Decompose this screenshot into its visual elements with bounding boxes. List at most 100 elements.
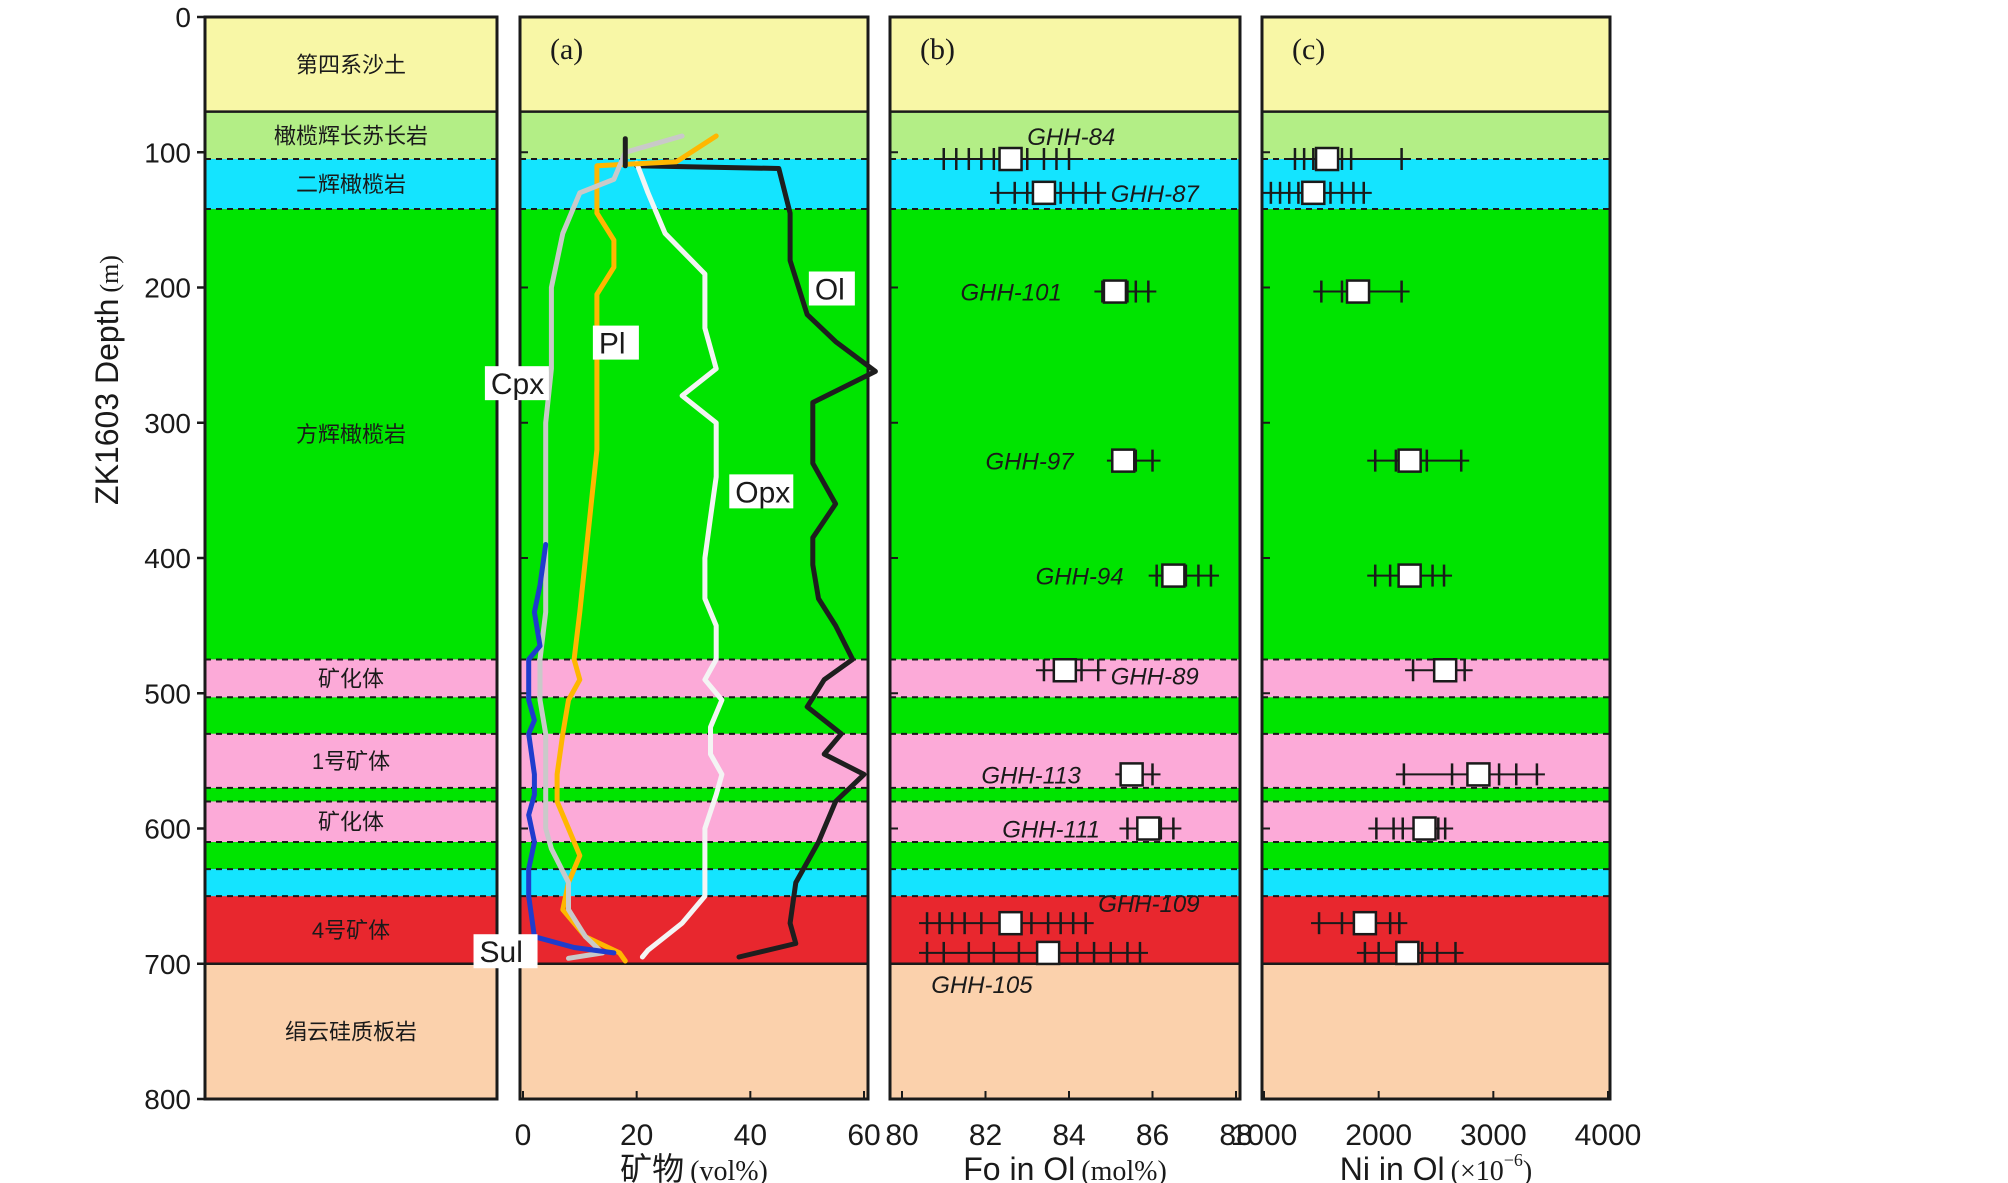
lithology-band [205, 697, 497, 734]
panel-frames [197, 15, 1612, 1101]
lithology-band [205, 209, 497, 660]
lithology-band [1262, 697, 1610, 734]
y-tick-label: 200 [144, 273, 191, 304]
y-axis-label: ZK1603 Depth (m) [89, 255, 125, 505]
x-tick-label: 4000 [1575, 1119, 1642, 1152]
sample-label: GHH-113 [981, 762, 1081, 789]
lithology-band [1262, 733, 1610, 788]
lithology-band [890, 697, 1240, 734]
x-axis-label: Fo in Ol (mol%) [963, 1151, 1167, 1183]
sample-label: GHH-94 [1036, 564, 1124, 591]
series-line [634, 163, 878, 960]
y-tick-label: 100 [144, 137, 191, 168]
sample-mean-marker [1301, 180, 1326, 206]
sample-label: GHH-87 [1111, 181, 1201, 208]
series-line [634, 160, 725, 960]
sample-label: GHH-97 [986, 449, 1076, 476]
lithology-band [1262, 17, 1610, 112]
sample-mean-marker [1412, 816, 1437, 841]
sample-markers [919, 146, 1545, 966]
series-label: Ol [815, 274, 845, 307]
x-tick-label: 88 [1219, 1119, 1252, 1152]
sample-mean-marker [1352, 910, 1378, 936]
x-tick-label: 1000 [1231, 1119, 1298, 1152]
lithology-label: 1号矿体 [312, 749, 390, 774]
sample-mean-marker [1466, 762, 1491, 787]
series-label-bg [592, 325, 639, 360]
lithology-band [1262, 869, 1610, 897]
series-label: Sul [480, 936, 523, 969]
y-tick-label: 800 [144, 1084, 191, 1115]
x-tick-label: 0 [515, 1119, 532, 1152]
x-tick-label: 84 [1052, 1119, 1085, 1152]
sample-mean-marker [998, 146, 1023, 172]
lithology-band [520, 963, 868, 1099]
y-axis-label-unit: (m) [95, 255, 124, 293]
lithology-band [1262, 842, 1610, 870]
lithology-band [205, 801, 497, 843]
sample-label: GHH-84 [1027, 124, 1115, 151]
sample-label: GHH-101 [960, 280, 1061, 307]
x-tick-label: 86 [1136, 1119, 1169, 1152]
panel-tag: (b) [920, 33, 955, 66]
sample-mean-marker [1397, 563, 1422, 588]
x-tick-label: 40 [734, 1119, 767, 1152]
sample-mean-marker [1031, 180, 1057, 206]
lithology-label: 矿化体 [318, 810, 384, 835]
x-axis-label-unit: (×10 [1451, 1156, 1504, 1183]
x-tick-label: 3000 [1460, 1119, 1527, 1152]
panel-tag: (c) [1292, 33, 1325, 66]
sample-mean-marker [1345, 279, 1371, 304]
sample-label: GHH-105 [931, 972, 1033, 999]
series-label: Pl [599, 328, 626, 361]
x-axis-label-unit: (vol%) [690, 1156, 768, 1183]
lithology-band [890, 159, 1240, 210]
lithology-band [890, 209, 1240, 660]
lithology-band [890, 733, 1240, 788]
sample-mean-marker [1035, 940, 1061, 966]
lithology-band [1262, 963, 1610, 1099]
sample-mean-marker [1314, 146, 1340, 172]
x-axis-label: Ni in Ol (×10−6) [1340, 1150, 1533, 1183]
series-label-bg [808, 271, 855, 306]
series-label: Cpx [491, 368, 544, 401]
chart-text: 第四系沙土橄榄辉长苏长岩二辉橄榄岩方辉橄榄岩矿化体1号矿体矿化体4号矿体绢云硅质… [89, 2, 1641, 1183]
panel-tag: (a) [550, 33, 583, 66]
series-line [526, 542, 617, 956]
lithology-band [890, 842, 1240, 870]
dashed-boundaries [205, 110, 1610, 965]
x-tick-label: 20 [620, 1119, 653, 1152]
sample-mean-marker [1052, 658, 1078, 683]
lithology-band [205, 17, 497, 112]
x-axis-label-exp: −6 [1504, 1150, 1523, 1170]
lithology-band [1262, 787, 1610, 802]
lithology-band [205, 787, 497, 802]
sample-mean-marker [1102, 279, 1128, 304]
mineral-lines [473, 133, 878, 969]
lithology-band [520, 733, 868, 788]
sample-label: GHH-89 [1111, 664, 1199, 691]
x-axis-label-main: 矿物 [620, 1151, 684, 1183]
sample-mean-marker [1395, 940, 1420, 966]
y-tick-label: 400 [144, 543, 191, 574]
sample-mean-marker [1136, 816, 1161, 841]
lithology-band [890, 787, 1240, 802]
x-axis-label-close: ) [1523, 1156, 1532, 1183]
lithology-band [205, 733, 497, 788]
lithology-band [890, 17, 1240, 112]
lithology-band [205, 659, 497, 698]
lithology-label: 矿化体 [318, 666, 384, 691]
lithology-band [890, 801, 1240, 843]
sample-mean-marker [1119, 762, 1144, 787]
x-axis-label: 矿物 (vol%) [620, 1151, 768, 1183]
lithology-band [520, 787, 868, 802]
y-tick-label: 600 [144, 814, 191, 845]
lithology-band [520, 17, 868, 112]
x-tick-label: 80 [885, 1119, 918, 1152]
x-axis-label-main: Ni in Ol [1340, 1151, 1445, 1183]
series-label-bg [473, 934, 538, 969]
lithology-band [890, 869, 1240, 897]
lithology-label: 橄榄辉长苏长岩 [274, 123, 428, 148]
lithology-band [205, 896, 497, 964]
lithology-band [890, 963, 1240, 1099]
